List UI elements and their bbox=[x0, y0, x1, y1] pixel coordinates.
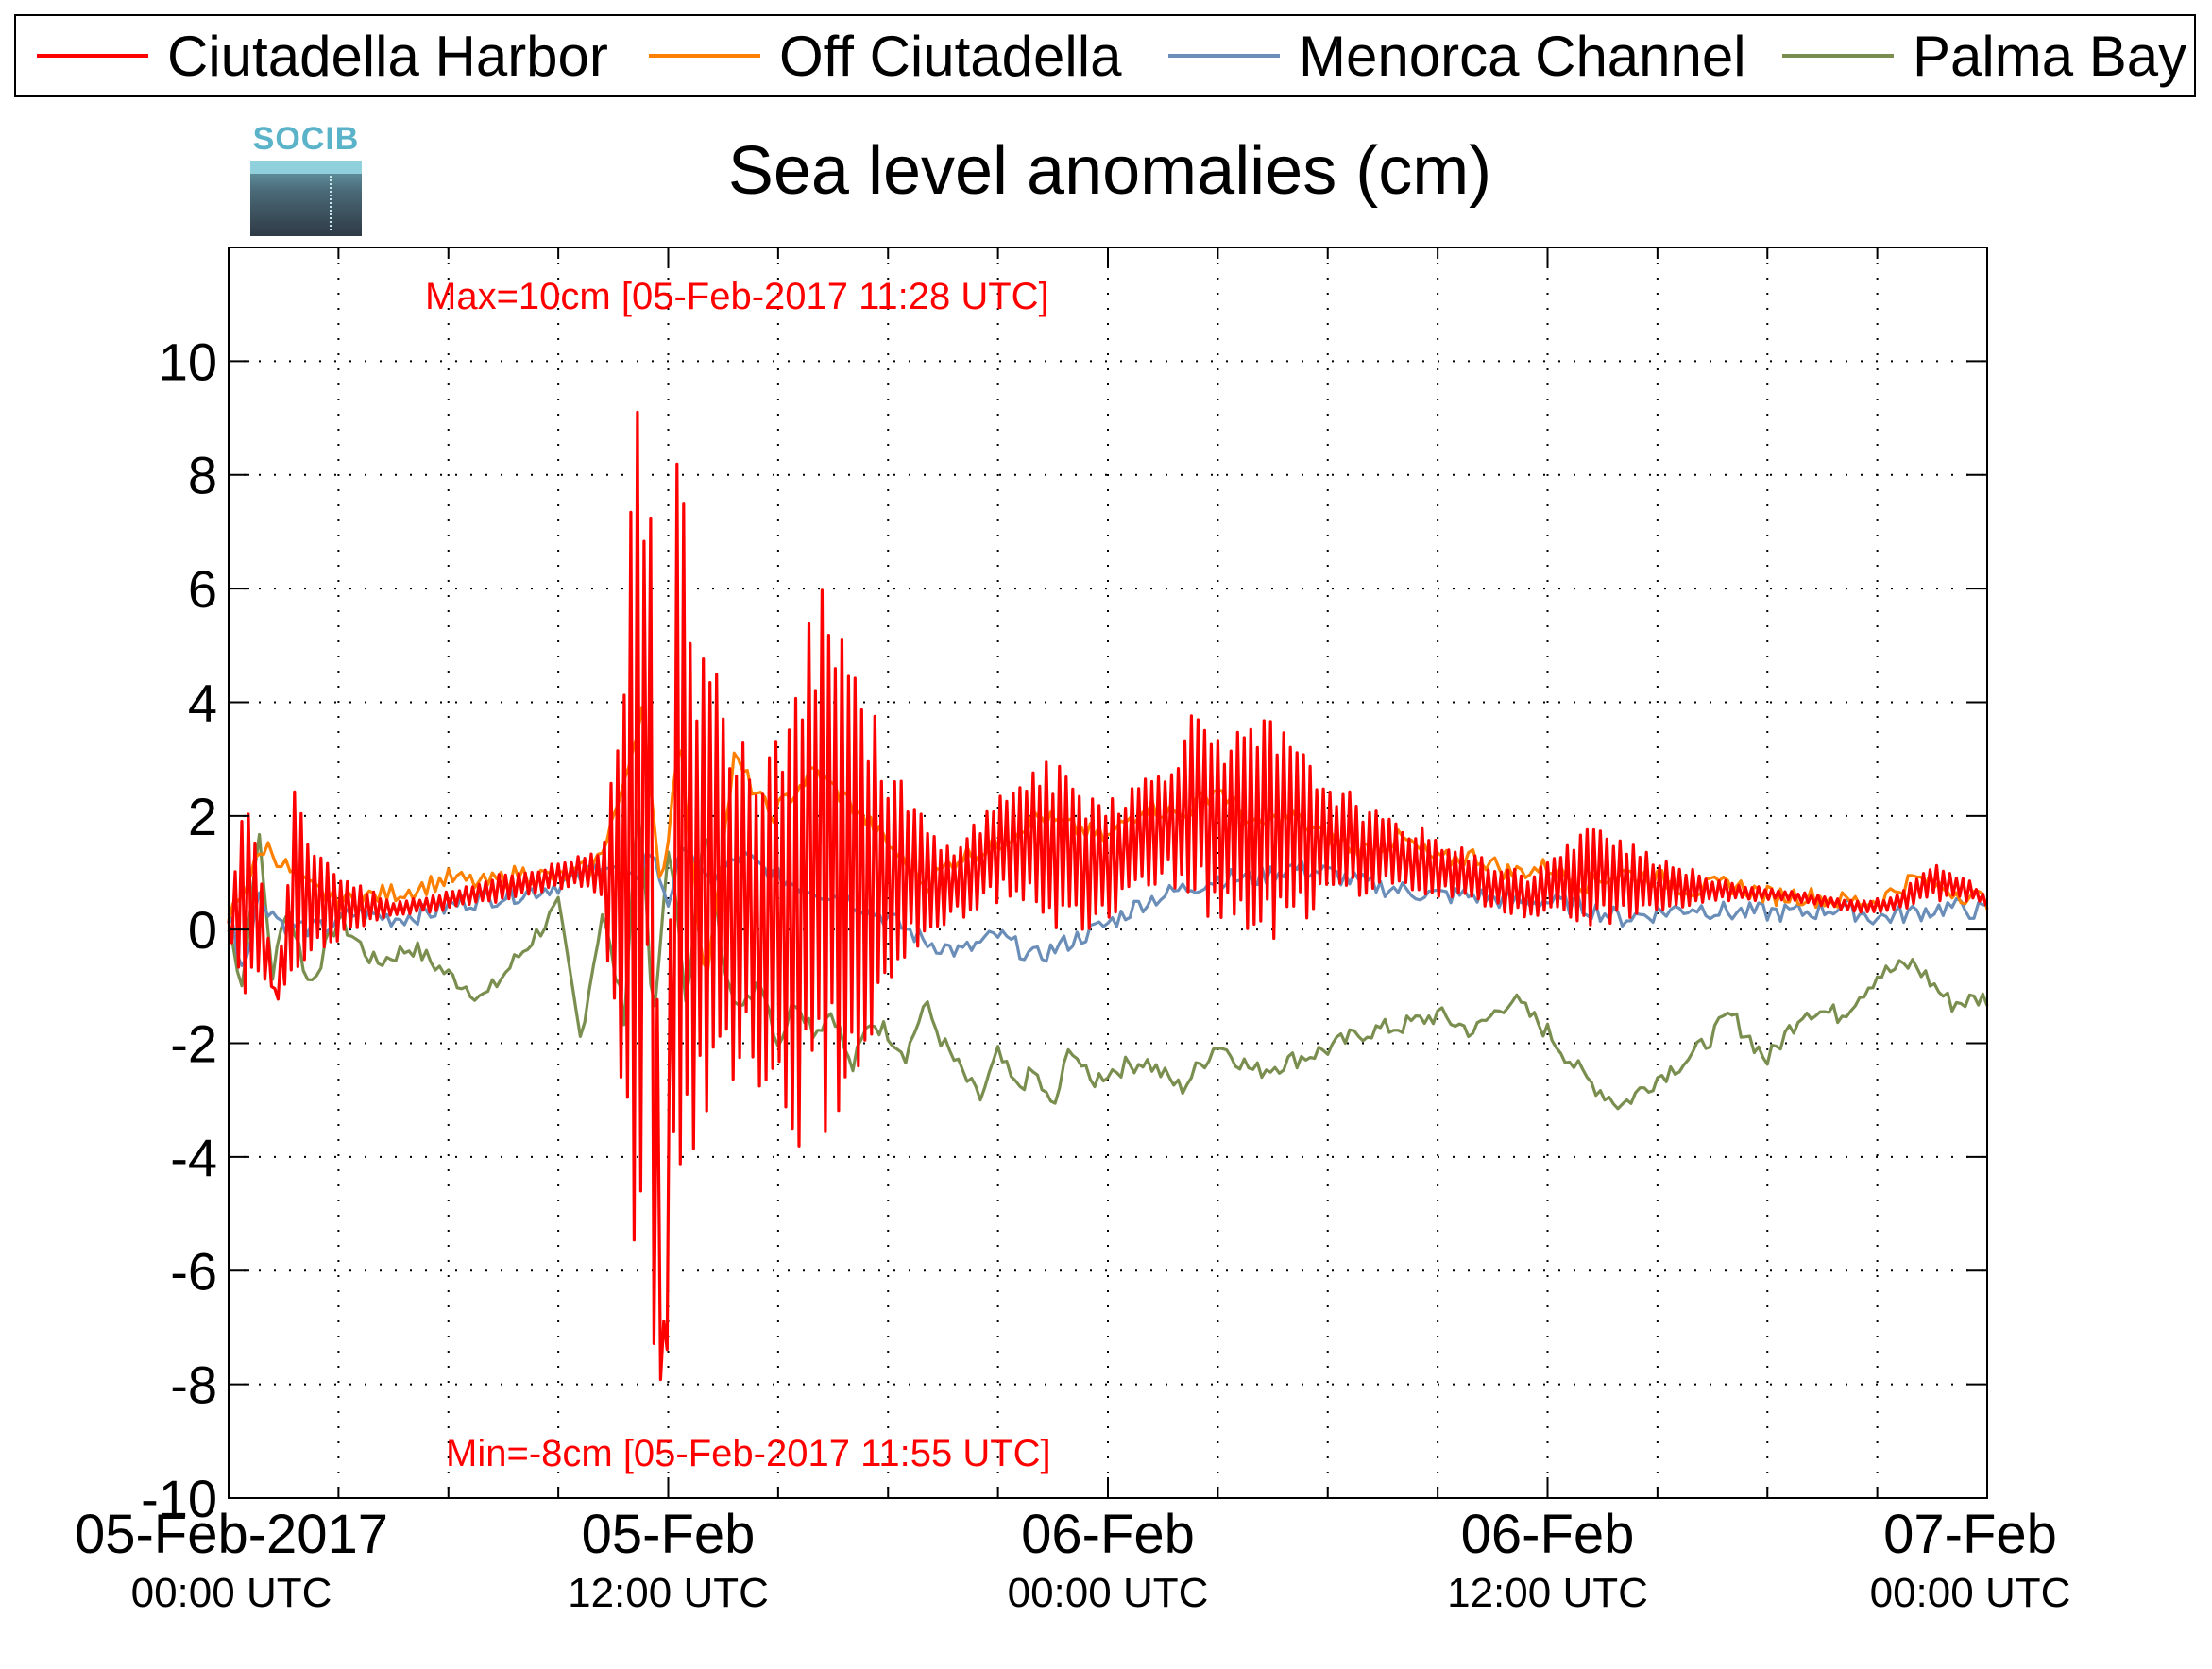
legend-item-menorca-channel: Menorca Channel bbox=[1168, 16, 1746, 95]
x-tick-label-time: 12:00 UTC bbox=[568, 1570, 769, 1616]
logo-dashed-line bbox=[330, 176, 333, 230]
y-tick-label: -2 bbox=[170, 1014, 217, 1074]
axis-ticks bbox=[228, 247, 1988, 1499]
legend-label-palma-bay: Palma Bay bbox=[1913, 24, 2187, 88]
legend-swatch-ciutadella-harbor bbox=[37, 54, 148, 58]
x-tick-label-date: 05-Feb-2017 bbox=[75, 1504, 388, 1565]
y-tick-label: 2 bbox=[188, 787, 217, 846]
logo-wave bbox=[250, 161, 362, 174]
y-tick-label: -10 bbox=[141, 1469, 217, 1528]
axis-labels: -10 -8 -6 -4 -2 0 2 4 6 8 10 05-Feb-2017 00:00 UTC 05… bbox=[75, 332, 2070, 1616]
x-tick-label-time: 00:00 UTC bbox=[131, 1570, 332, 1616]
y-tick-label: 0 bbox=[188, 900, 217, 960]
legend-item-off-ciutadella: Off Ciutadella bbox=[649, 16, 1121, 95]
min-annotation: Min=-8cm [05-Feb-2017 11:55 UTC] bbox=[446, 1433, 1051, 1474]
x-tick-label-time: 00:00 UTC bbox=[1008, 1570, 1209, 1616]
socib-logo: SOCIB bbox=[250, 121, 362, 236]
y-tick-label: -4 bbox=[170, 1128, 217, 1187]
y-tick-label: 6 bbox=[188, 559, 217, 619]
legend-swatch-off-ciutadella bbox=[649, 54, 760, 58]
legend-item-ciutadella-harbor: Ciutadella Harbor bbox=[37, 16, 608, 95]
x-tick-label-date: 06-Feb bbox=[1021, 1504, 1195, 1565]
series-lines bbox=[227, 410, 1989, 1382]
max-annotation: Max=10cm [05-Feb-2017 11:28 UTC] bbox=[425, 276, 1049, 317]
legend-swatch-menorca-channel bbox=[1168, 54, 1280, 58]
series-line bbox=[227, 410, 1988, 1382]
series-line bbox=[227, 845, 1988, 968]
y-tick-label: -6 bbox=[170, 1241, 217, 1301]
y-tick-label: 4 bbox=[188, 673, 217, 732]
y-tick-label: 8 bbox=[188, 446, 217, 505]
x-tick-label-date: 07-Feb bbox=[1883, 1504, 2057, 1565]
legend-swatch-palma-bay bbox=[1782, 54, 1894, 58]
series-line bbox=[227, 809, 1989, 1111]
x-tick-label-time: 00:00 UTC bbox=[1870, 1570, 2071, 1616]
legend-item-palma-bay: Palma Bay bbox=[1782, 16, 2186, 95]
legend-label-menorca-channel: Menorca Channel bbox=[1299, 24, 1746, 88]
x-tick-label-date: 05-Feb bbox=[582, 1504, 756, 1565]
y-tick-label: -8 bbox=[170, 1355, 217, 1415]
legend-label-off-ciutadella: Off Ciutadella bbox=[779, 24, 1122, 88]
y-tick-label: 10 bbox=[159, 332, 217, 391]
x-tick-label-date: 06-Feb bbox=[1461, 1504, 1635, 1565]
legend: Ciutadella Harbor Off Ciutadella Menorca… bbox=[14, 14, 2196, 97]
x-tick-label-time: 12:00 UTC bbox=[1447, 1570, 1648, 1616]
chart-title: Sea level anomalies (cm) bbox=[728, 133, 1491, 209]
legend-label-ciutadella-harbor: Ciutadella Harbor bbox=[167, 24, 608, 88]
logo-text: SOCIB bbox=[252, 121, 360, 157]
